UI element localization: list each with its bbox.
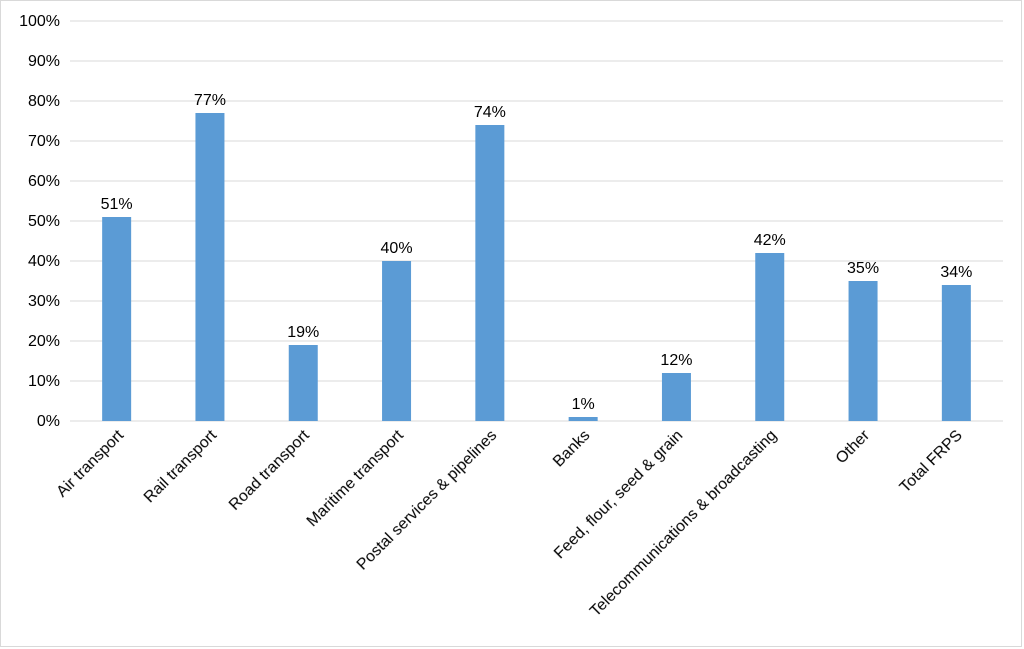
svg-text:80%: 80% bbox=[28, 93, 60, 110]
svg-text:35%: 35% bbox=[847, 260, 879, 277]
svg-text:19%: 19% bbox=[287, 324, 319, 341]
svg-text:50%: 50% bbox=[28, 213, 60, 230]
svg-text:51%: 51% bbox=[101, 196, 133, 213]
svg-text:70%: 70% bbox=[28, 133, 60, 150]
svg-text:20%: 20% bbox=[28, 333, 60, 350]
svg-text:1%: 1% bbox=[572, 396, 595, 413]
svg-text:100%: 100% bbox=[19, 13, 60, 30]
svg-text:90%: 90% bbox=[28, 53, 60, 70]
svg-text:30%: 30% bbox=[28, 293, 60, 310]
svg-text:34%: 34% bbox=[940, 264, 972, 281]
svg-text:12%: 12% bbox=[660, 352, 692, 369]
svg-text:74%: 74% bbox=[474, 104, 506, 121]
svg-text:10%: 10% bbox=[28, 373, 60, 390]
svg-text:60%: 60% bbox=[28, 173, 60, 190]
svg-text:77%: 77% bbox=[194, 92, 226, 109]
svg-text:40%: 40% bbox=[28, 253, 60, 270]
svg-text:40%: 40% bbox=[381, 240, 413, 257]
svg-text:0%: 0% bbox=[37, 413, 60, 430]
svg-text:42%: 42% bbox=[754, 232, 786, 249]
